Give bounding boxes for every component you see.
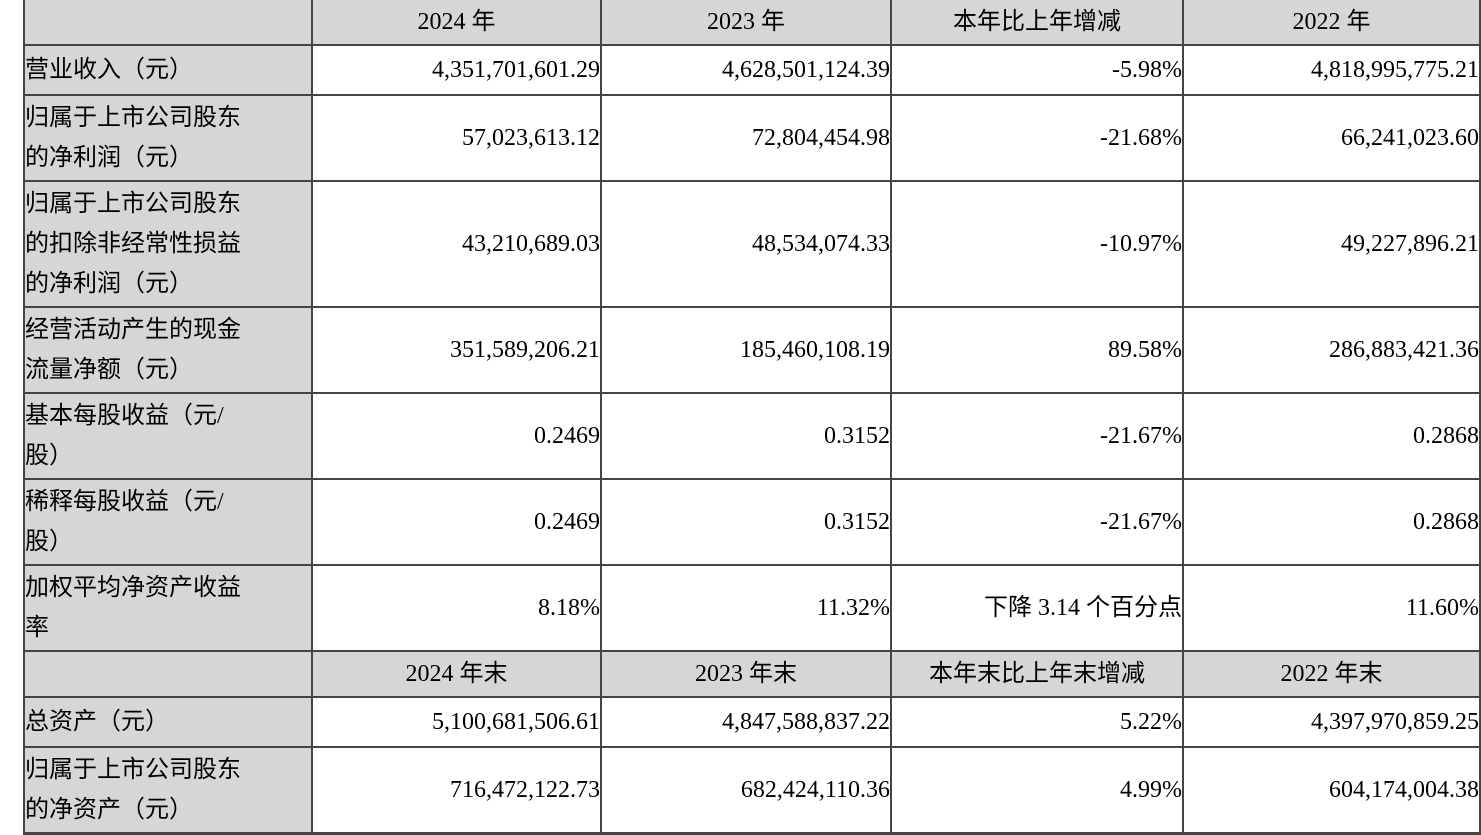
table-row-weighted-avg-roe: 加权平均净资产收益 率 8.18% 11.32% 下降 3.14 个百分点 11…	[23, 564, 1481, 652]
cell-value: -21.67%	[890, 392, 1184, 480]
cell-value: 4,628,501,124.39	[600, 44, 892, 96]
row-label: 稀释每股收益（元/ 股）	[23, 478, 313, 566]
row-label: 经营活动产生的现金 流量净额（元）	[23, 306, 313, 394]
table-row-net-profit-excl-nonrecurring: 归属于上市公司股东 的扣除非经常性损益 的净利润（元） 43,210,689.0…	[23, 180, 1481, 308]
cell-value: 8.18%	[311, 564, 602, 652]
row-label: 总资产（元）	[23, 696, 313, 748]
row-label: 归属于上市公司股东 的扣除非经常性损益 的净利润（元）	[23, 180, 313, 308]
corner-cell	[23, 0, 313, 46]
cell-value: 0.2868	[1182, 478, 1481, 566]
cell-value: -21.68%	[890, 94, 1184, 182]
table-row-operating-revenue: 营业收入（元） 4,351,701,601.29 4,628,501,124.3…	[23, 44, 1481, 96]
row-label: 加权平均净资产收益 率	[23, 564, 313, 652]
column-header-2023: 2023 年	[600, 0, 892, 46]
table-row-operating-cash-flow: 经营活动产生的现金 流量净额（元） 351,589,206.21 185,460…	[23, 306, 1481, 394]
column-header-2022-end: 2022 年末	[1182, 650, 1481, 698]
column-header-yearend-change: 本年末比上年末增减	[890, 650, 1184, 698]
cell-value: 89.58%	[890, 306, 1184, 394]
table-row-net-assets-attributable: 归属于上市公司股东 的净资产（元） 716,472,122.73 682,424…	[23, 746, 1481, 835]
period-header-row: 2024 年 2023 年 本年比上年增减 2022 年	[23, 0, 1481, 46]
cell-value: 682,424,110.36	[600, 746, 892, 835]
cell-value: 49,227,896.21	[1182, 180, 1481, 308]
cell-value: 0.2868	[1182, 392, 1481, 480]
cell-value: 66,241,023.60	[1182, 94, 1481, 182]
cell-value: 11.60%	[1182, 564, 1481, 652]
cell-value: 48,534,074.33	[600, 180, 892, 308]
cell-value: -5.98%	[890, 44, 1184, 96]
cell-value: 185,460,108.19	[600, 306, 892, 394]
cell-value: 286,883,421.36	[1182, 306, 1481, 394]
cell-value: 57,023,613.12	[311, 94, 602, 182]
cell-value: 0.2469	[311, 392, 602, 480]
column-header-2024-end: 2024 年末	[311, 650, 602, 698]
cell-value: 4,351,701,601.29	[311, 44, 602, 96]
cell-value: 4,397,970,859.25	[1182, 696, 1481, 748]
row-label: 归属于上市公司股东 的净利润（元）	[23, 94, 313, 182]
cell-value: 716,472,122.73	[311, 746, 602, 835]
table-row-net-profit-attributable: 归属于上市公司股东 的净利润（元） 57,023,613.12 72,804,4…	[23, 94, 1481, 182]
column-header-2022: 2022 年	[1182, 0, 1481, 46]
table-row-basic-eps: 基本每股收益（元/ 股） 0.2469 0.3152 -21.67% 0.286…	[23, 392, 1481, 480]
column-header-2023-end: 2023 年末	[600, 650, 892, 698]
cell-value: 下降 3.14 个百分点	[890, 564, 1184, 652]
row-label: 归属于上市公司股东 的净资产（元）	[23, 746, 313, 835]
cell-value: 11.32%	[600, 564, 892, 652]
row-label: 基本每股收益（元/ 股）	[23, 392, 313, 480]
cell-value: -10.97%	[890, 180, 1184, 308]
cell-value: 604,174,004.38	[1182, 746, 1481, 835]
cell-value: 72,804,454.98	[600, 94, 892, 182]
cell-value: 4,847,588,837.22	[600, 696, 892, 748]
cell-value: 5,100,681,506.61	[311, 696, 602, 748]
cell-value: 0.3152	[600, 392, 892, 480]
cell-value: 43,210,689.03	[311, 180, 602, 308]
financial-summary-table: 2024 年 2023 年 本年比上年增减 2022 年 营业收入（元） 4,3…	[23, 0, 1481, 835]
row-label: 营业收入（元）	[23, 44, 313, 96]
cell-value: 4.99%	[890, 746, 1184, 835]
cell-value: -21.67%	[890, 478, 1184, 566]
year-end-header-row: 2024 年末 2023 年末 本年末比上年末增减 2022 年末	[23, 650, 1481, 698]
cell-value: 351,589,206.21	[311, 306, 602, 394]
column-header-yoy-change: 本年比上年增减	[890, 0, 1184, 46]
table-row-diluted-eps: 稀释每股收益（元/ 股） 0.2469 0.3152 -21.67% 0.286…	[23, 478, 1481, 566]
column-header-2024: 2024 年	[311, 0, 602, 46]
table-row-total-assets: 总资产（元） 5,100,681,506.61 4,847,588,837.22…	[23, 696, 1481, 748]
cell-value: 0.3152	[600, 478, 892, 566]
cell-value: 0.2469	[311, 478, 602, 566]
cell-value: 5.22%	[890, 696, 1184, 748]
cell-value: 4,818,995,775.21	[1182, 44, 1481, 96]
corner-cell	[23, 650, 313, 698]
